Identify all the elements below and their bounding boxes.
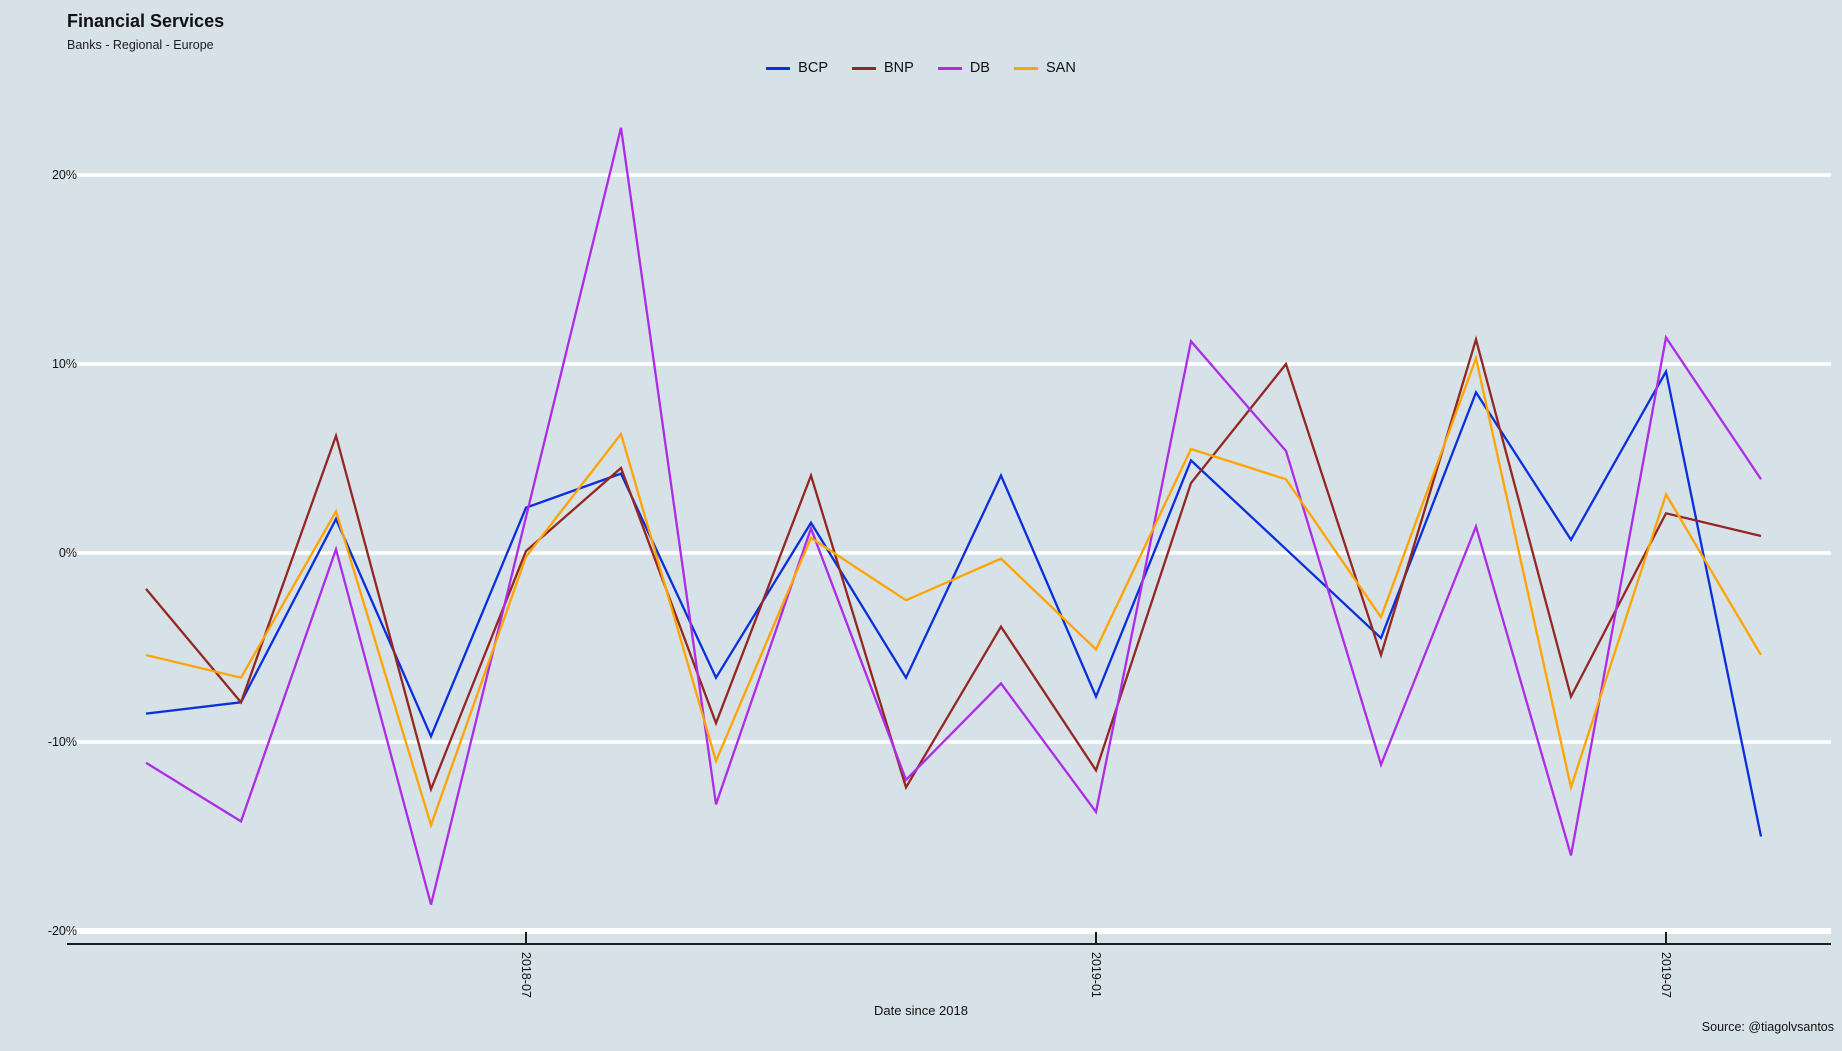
y-tick-label-neg20: -20% <box>47 924 77 938</box>
series-line-san <box>145 354 1762 829</box>
legend-label-db: DB <box>969 60 990 76</box>
x-tick-label-2018-07: 2018-07 <box>519 952 533 998</box>
source-note: Source: @tiagolvsantos <box>1701 1020 1834 1034</box>
legend-line-swatch-db <box>937 66 962 70</box>
series-line-db <box>145 127 1762 905</box>
x-axis-title: Date since 2018 <box>874 1003 968 1018</box>
legend-item-db[interactable]: DB <box>937 60 990 76</box>
chart-title: Financial Services <box>67 11 225 31</box>
legend-label-bcp: BCP <box>798 60 828 76</box>
series-line-bnp <box>145 335 1762 793</box>
y-tick-label-neg10: -10% <box>47 735 77 749</box>
legend-line-swatch-bnp <box>852 66 876 70</box>
legend-item-san[interactable]: SAN <box>1013 60 1076 76</box>
y-tick-label-20: 20% <box>51 168 77 182</box>
y-tick-label-0: 0% <box>58 546 77 560</box>
legend-item-bnp[interactable]: BNP <box>852 60 914 76</box>
legend: BCP BNP DB SAN <box>0 60 1842 76</box>
title-block: Financial Services Banks - Regional - Eu… <box>67 10 224 52</box>
legend-label-bnp: BNP <box>884 60 914 76</box>
chart-subtitle: Banks - Regional - Europe <box>67 37 214 52</box>
y-tick-label-10: 10% <box>51 357 77 371</box>
legend-label-san: SAN <box>1045 60 1076 76</box>
legend-line-swatch-bcp <box>766 66 791 70</box>
x-tick-label-2019-07: 2019-07 <box>1659 952 1673 998</box>
x-tick-label-2019-01: 2019-01 <box>1089 952 1103 998</box>
legend-item-bcp[interactable]: BCP <box>766 60 828 76</box>
series-line-bcp <box>145 368 1763 837</box>
legend-line-swatch-san <box>1013 66 1038 70</box>
